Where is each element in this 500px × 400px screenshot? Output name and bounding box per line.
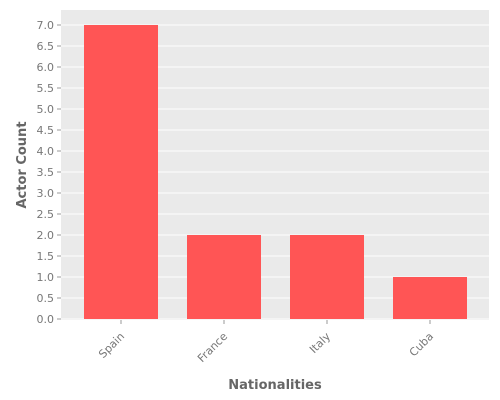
y-tick-label: 1.5: [37, 250, 55, 263]
bars: [84, 25, 467, 319]
bar-italy: [290, 235, 364, 319]
x-tick-label: Spain: [96, 330, 127, 361]
y-tick-label: 5.0: [37, 103, 55, 116]
y-tick-label: 3.5: [37, 166, 55, 179]
x-tick-label: Cuba: [407, 330, 436, 359]
y-tick-label: 0.5: [37, 292, 55, 305]
y-tick-label: 5.5: [37, 82, 55, 95]
y-tick-label: 3.0: [37, 187, 55, 200]
bar-france: [187, 235, 261, 319]
y-tick-label: 2.5: [37, 208, 55, 221]
x-axis-label: Nationalities: [228, 378, 322, 393]
y-tick-label: 2.0: [37, 229, 55, 242]
bar-cuba: [393, 277, 467, 319]
y-tick-label: 4.5: [37, 124, 55, 137]
y-tick-label: 4.0: [37, 145, 55, 158]
y-tick-label: 1.0: [37, 271, 55, 284]
bar-spain: [84, 25, 158, 319]
y-axis-label: Actor Count: [15, 121, 30, 208]
y-axis-ticks: 0.0 0.5 1.0 1.5 2.0 2.5 3.0 3.5 4.0 4.5 5.0 5.5 6.0 6…: [37, 19, 61, 326]
x-axis-ticks: Spain France Italy Cuba: [96, 320, 436, 365]
y-tick-label: 6.0: [37, 61, 55, 74]
x-tick-label: Italy: [307, 330, 333, 356]
x-tick-label: France: [195, 330, 230, 365]
y-tick-label: 6.5: [37, 40, 55, 53]
y-tick-label: 0.0: [37, 313, 55, 326]
y-tick-label: 7.0: [37, 19, 55, 32]
